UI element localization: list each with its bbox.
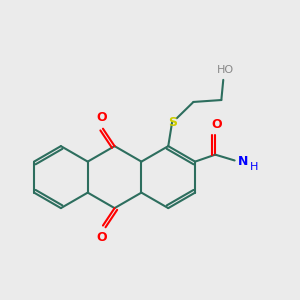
Text: S: S (168, 116, 177, 129)
Text: O: O (97, 111, 107, 124)
Text: O: O (97, 231, 107, 244)
Text: HO: HO (217, 65, 234, 75)
Text: O: O (212, 118, 222, 130)
Text: N: N (238, 155, 248, 168)
Text: H: H (250, 162, 259, 172)
